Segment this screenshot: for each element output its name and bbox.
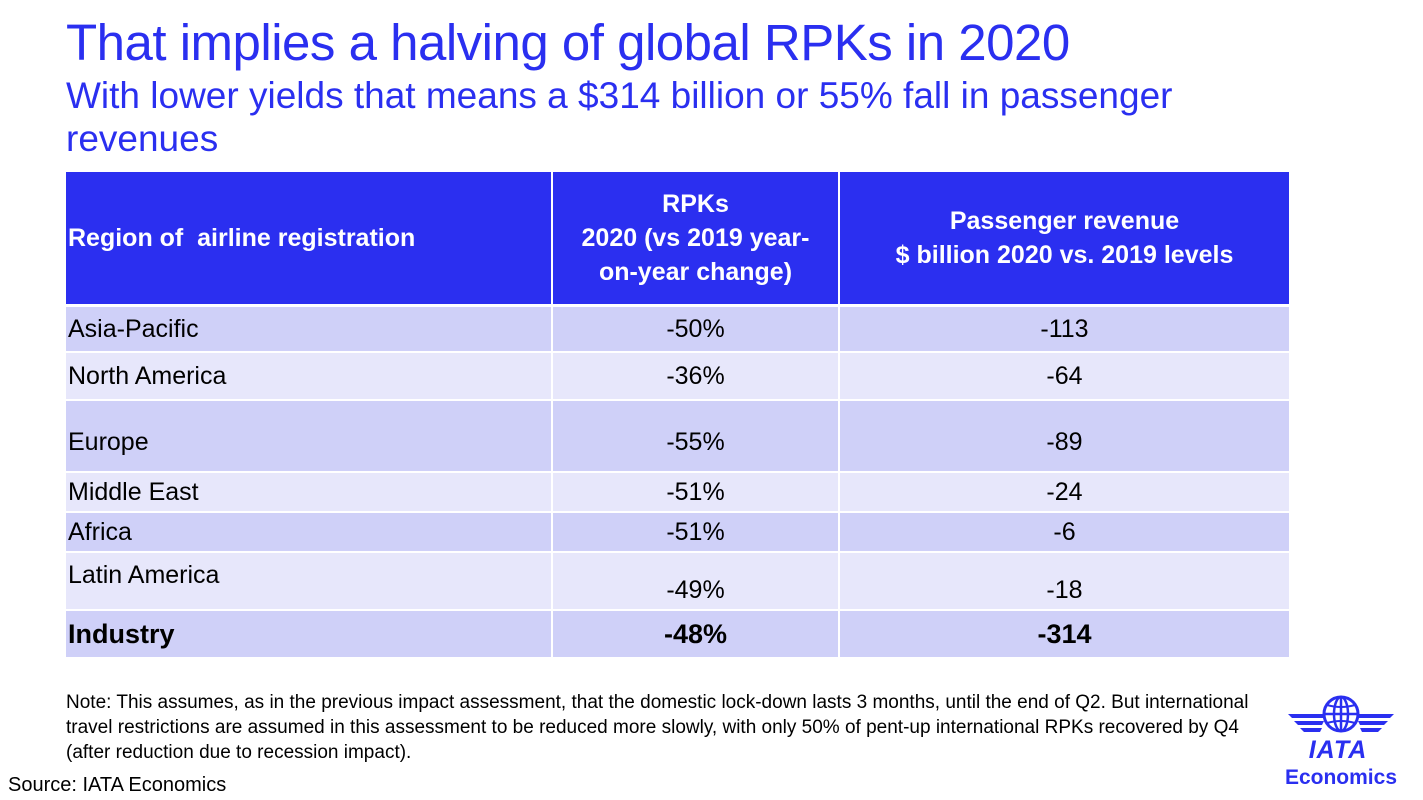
table-row: Africa -51% -6 [66, 512, 1289, 553]
header-rpk: RPKs 2020 (vs 2019 year- on-year change) [552, 172, 840, 307]
page-title: That implies a halving of global RPKs in… [66, 14, 1070, 71]
region-cell: Latin America [66, 552, 553, 611]
revenue-cell: -24 [839, 472, 1289, 513]
region-cell: North America [66, 352, 553, 401]
table-row: Latin America -49% -18 [66, 552, 1289, 611]
rpk-cell: -50% [552, 305, 840, 353]
rpk-cell: -36% [552, 352, 840, 401]
region-cell: Africa [66, 512, 553, 553]
table-row: Asia-Pacific -50% -113 [66, 305, 1289, 353]
table-header-row: Region of airline registration RPKs 2020… [66, 172, 1289, 307]
region-cell: Industry [66, 610, 553, 659]
header-rpk-label: RPKs 2020 (vs 2019 year- on-year change) [581, 190, 810, 286]
revenue-cell: -89 [839, 400, 1289, 473]
revenue-cell: -113 [839, 305, 1289, 353]
rpk-cell: -49% [552, 552, 840, 611]
header-revenue: Passenger revenue $ billion 2020 vs. 201… [839, 172, 1289, 307]
revenue-cell: -6 [839, 512, 1289, 553]
revenue-cell: -64 [839, 352, 1289, 401]
logo-wordmark: IATA [1308, 736, 1368, 764]
header-region-label: Region of airline registration [68, 224, 416, 252]
rpk-cell: -51% [552, 472, 840, 513]
rpk-cell: -55% [552, 400, 840, 473]
header-region: Region of airline registration [66, 172, 553, 307]
rpk-cell: -51% [552, 512, 840, 553]
rpk-cell: -48% [552, 610, 840, 659]
table-row: Middle East -51% -24 [66, 472, 1289, 513]
region-cell: Asia-Pacific [66, 305, 553, 353]
rpk-revenue-table: Region of airline registration RPKs 2020… [66, 172, 1289, 659]
region-cell: Middle East [66, 472, 553, 513]
table-row: Europe -55% -89 [66, 400, 1289, 473]
header-revenue-label: Passenger revenue $ billion 2020 vs. 201… [895, 207, 1234, 269]
revenue-cell: -314 [839, 610, 1289, 659]
page-subtitle: With lower yields that means a $314 bill… [66, 75, 1173, 159]
region-cell: Europe [66, 400, 553, 473]
logo-subtitle: Economics [1284, 766, 1398, 789]
source-label: Source: IATA Economics [8, 774, 227, 796]
table-row: North America -36% -64 [66, 352, 1289, 401]
iata-logo: IATA Economics [1276, 694, 1406, 794]
table-total-row: Industry -48% -314 [66, 610, 1289, 659]
footnote: Note: This assumes, as in the previous i… [66, 692, 1249, 763]
globe-wings-icon [1288, 695, 1394, 733]
revenue-cell: -18 [839, 552, 1289, 611]
